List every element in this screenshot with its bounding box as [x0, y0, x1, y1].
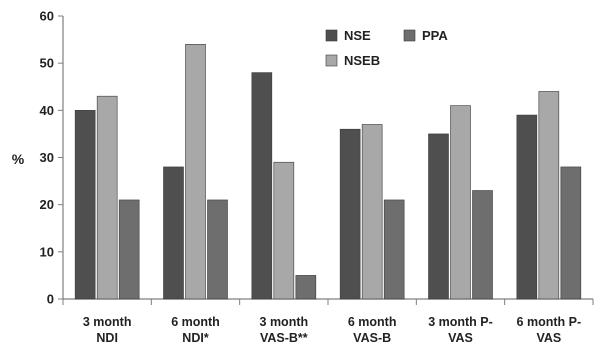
- bar-ppa-2: [295, 275, 317, 300]
- bar-nseb-4: [450, 105, 471, 300]
- y-tick-label: 20: [40, 197, 54, 212]
- x-tick-label: 3 month: [260, 315, 309, 329]
- x-tick-label: 3 month P-: [428, 315, 493, 329]
- bar-nseb-2: [273, 161, 295, 300]
- x-tick-label: 6 month P-: [517, 315, 582, 329]
- y-axis-label: %: [12, 151, 25, 167]
- bar-ppa-0: [118, 199, 140, 300]
- legend-label: NSE: [344, 28, 371, 43]
- bar-ppa-4: [472, 190, 493, 300]
- bar-nseb-3: [361, 124, 383, 300]
- axis-labels: % 3 month NDI 6 month NDI* 3 month VAS-B** 6 mo…: [12, 151, 581, 345]
- y-tick-label: 30: [40, 150, 54, 165]
- legend-label: NSEB: [344, 53, 380, 68]
- y-tick-label: 50: [40, 56, 54, 71]
- bar-nse-2: [251, 72, 273, 300]
- axes: 0 10 20 30 40 50 60: [40, 9, 594, 307]
- x-tick-label: 6 month: [171, 315, 220, 329]
- x-tick-label: 6 month: [348, 315, 397, 329]
- bar-ppa-3: [383, 199, 405, 300]
- bar-nse-0: [74, 110, 96, 300]
- x-tick-label: VAS: [536, 331, 561, 345]
- legend-item-nse: NSE: [325, 28, 371, 43]
- x-tick-label: NDI*: [182, 331, 209, 345]
- legend-item-nseb: NSEB: [325, 53, 380, 68]
- bar-nseb-0: [96, 95, 118, 300]
- y-tick-label: 60: [40, 9, 54, 24]
- legend-item-ppa: PPA: [403, 28, 448, 43]
- bar-ppa-5: [560, 166, 582, 300]
- x-tick-label: VAS-B**: [260, 331, 308, 345]
- bar-nse-4: [428, 133, 449, 300]
- bar-ppa-1: [207, 199, 228, 300]
- x-tick-label: VAS-B: [353, 331, 391, 345]
- y-tick-label: 0: [47, 292, 54, 307]
- x-tick-label: NDI: [96, 331, 118, 345]
- bar-nse-3: [339, 128, 361, 300]
- bar-nse-1: [163, 166, 184, 300]
- x-tick-label: VAS: [448, 331, 473, 345]
- bars: [74, 43, 582, 300]
- bar-nseb-1: [185, 43, 206, 300]
- x-tick-label: 3 month: [83, 315, 132, 329]
- y-tick-label: 10: [40, 244, 54, 259]
- bar-nseb-5: [538, 91, 560, 300]
- legend-swatch: [403, 29, 416, 42]
- y-tick-label: 40: [40, 103, 54, 118]
- legend-swatch: [325, 29, 338, 42]
- bar-nse-5: [516, 114, 538, 300]
- legend-label: PPA: [422, 28, 448, 43]
- legend-swatch: [325, 54, 338, 67]
- legend: NSE NSEB PPA: [325, 28, 448, 68]
